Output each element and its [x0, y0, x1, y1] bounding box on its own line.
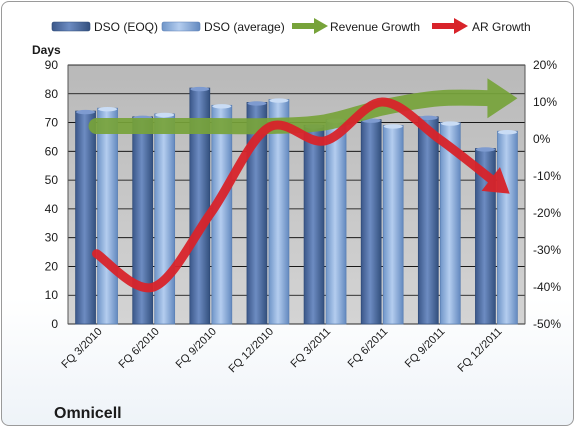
legend-swatch-dso-eoq	[51, 21, 91, 32]
y-tick-label: 40	[45, 202, 59, 216]
bar-dso-average-cap	[212, 104, 232, 109]
bar-dso-eoq	[360, 119, 382, 325]
legend-item-ar-growth: AR Growth	[432, 18, 531, 34]
ar-growth-arrow	[92, 97, 510, 293]
x-tick-label: FQ 6/2010	[117, 326, 162, 371]
bar-dso-average	[154, 113, 176, 325]
legend-label-dso-eoq: DSO (EOQ)	[94, 20, 158, 34]
bar-dso-average-cap	[440, 121, 460, 126]
legend-item-dso-average: DSO (average)	[161, 20, 285, 34]
bar-dso-average-cap	[383, 124, 403, 129]
y2-tick-label: -40%	[533, 280, 561, 294]
bar-dso-eoq	[75, 110, 96, 325]
bar-dso-average	[382, 125, 404, 325]
y2-tick-label: 0%	[533, 132, 551, 146]
bar-dso-average-cap	[497, 129, 517, 135]
legend-swatch-dso-average	[161, 21, 201, 32]
legend-item-revenue-growth: Revenue Growth	[292, 18, 420, 34]
y2-tick-label: -30%	[533, 243, 561, 257]
bar-dso-eoq-cap	[76, 109, 96, 115]
y-axis-ticks: 0 10 20 30 40 50 60 70 80 90	[45, 58, 59, 331]
y-tick-label: 20	[45, 259, 59, 273]
company-name: Omnicell	[54, 405, 122, 422]
x-tick-label: FQ 3/2011	[289, 326, 334, 371]
x-tick-label: FQ 3/2010	[59, 326, 104, 371]
y2-axis-ticks: -50% -40% -30% -20% -10% 0% 10% 20%	[533, 58, 561, 331]
x-tick-label: FQ 12/2010	[226, 326, 276, 376]
growth-arrows	[88, 78, 518, 293]
y-tick-label: 70	[45, 116, 59, 130]
y2-tick-label: 20%	[533, 58, 557, 72]
y2-tick-label: -20%	[533, 206, 561, 220]
x-tick-label: FQ 9/2011	[403, 326, 448, 371]
legend-label-dso-average: DSO (average)	[204, 20, 285, 34]
legend-arrow-ar-growth	[432, 18, 468, 34]
bar-dso-average-cap	[155, 112, 175, 118]
legend: DSO (EOQ) DSO (average) Revenue Growth A…	[51, 18, 531, 34]
ar-growth-arrow-path	[92, 97, 501, 293]
y-tick-label: 0	[51, 317, 58, 331]
bar-dso-eoq	[132, 116, 154, 325]
bar-dso-eoq-cap	[190, 86, 210, 92]
y-tick-label: 30	[45, 231, 59, 245]
bar-dso-eoq	[303, 125, 325, 325]
y2-tick-label: -50%	[533, 317, 561, 331]
y2-tick-label: 10%	[533, 95, 557, 109]
x-axis-ticks: FQ 3/2010 FQ 6/2010 FQ 9/2010 FQ 12/2010 FQ …	[59, 326, 504, 376]
bar-dso-eoq-cap	[418, 115, 438, 121]
y-tick-label: 80	[45, 87, 59, 101]
y-tick-label: 10	[45, 288, 59, 302]
bar-dso-average	[325, 119, 347, 325]
x-tick-label: FQ 12/2011	[456, 326, 505, 375]
y-axis-title: Days	[32, 43, 61, 57]
y-tick-label: 90	[45, 58, 59, 72]
bar-dso-eoq-cap	[475, 147, 495, 152]
bar-dso-average	[497, 130, 518, 325]
x-tick-label: FQ 9/2010	[174, 326, 219, 371]
revenue-growth-arrow-path	[88, 89, 505, 135]
x-tick-label: FQ 6/2011	[346, 326, 391, 371]
ar-growth-arrow-head	[481, 167, 510, 194]
bar-dso-eoq-cap	[247, 101, 267, 106]
bar-dso-average	[97, 107, 118, 325]
y-tick-label: 50	[45, 173, 59, 187]
legend-item-dso-eoq: DSO (EOQ)	[51, 20, 158, 34]
legend-label-revenue-growth: Revenue Growth	[330, 20, 420, 34]
legend-label-ar-growth: AR Growth	[472, 20, 531, 34]
revenue-growth-arrow	[88, 78, 518, 135]
legend-arrow-revenue-growth	[292, 18, 328, 34]
bars	[75, 86, 518, 325]
y-tick-label: 60	[45, 144, 59, 158]
bar-dso-average-cap	[98, 106, 118, 112]
revenue-growth-arrow-head	[487, 78, 518, 119]
bar-dso-eoq	[417, 116, 439, 325]
bar-dso-average-cap	[269, 98, 289, 103]
y2-tick-label: -10%	[533, 169, 561, 183]
